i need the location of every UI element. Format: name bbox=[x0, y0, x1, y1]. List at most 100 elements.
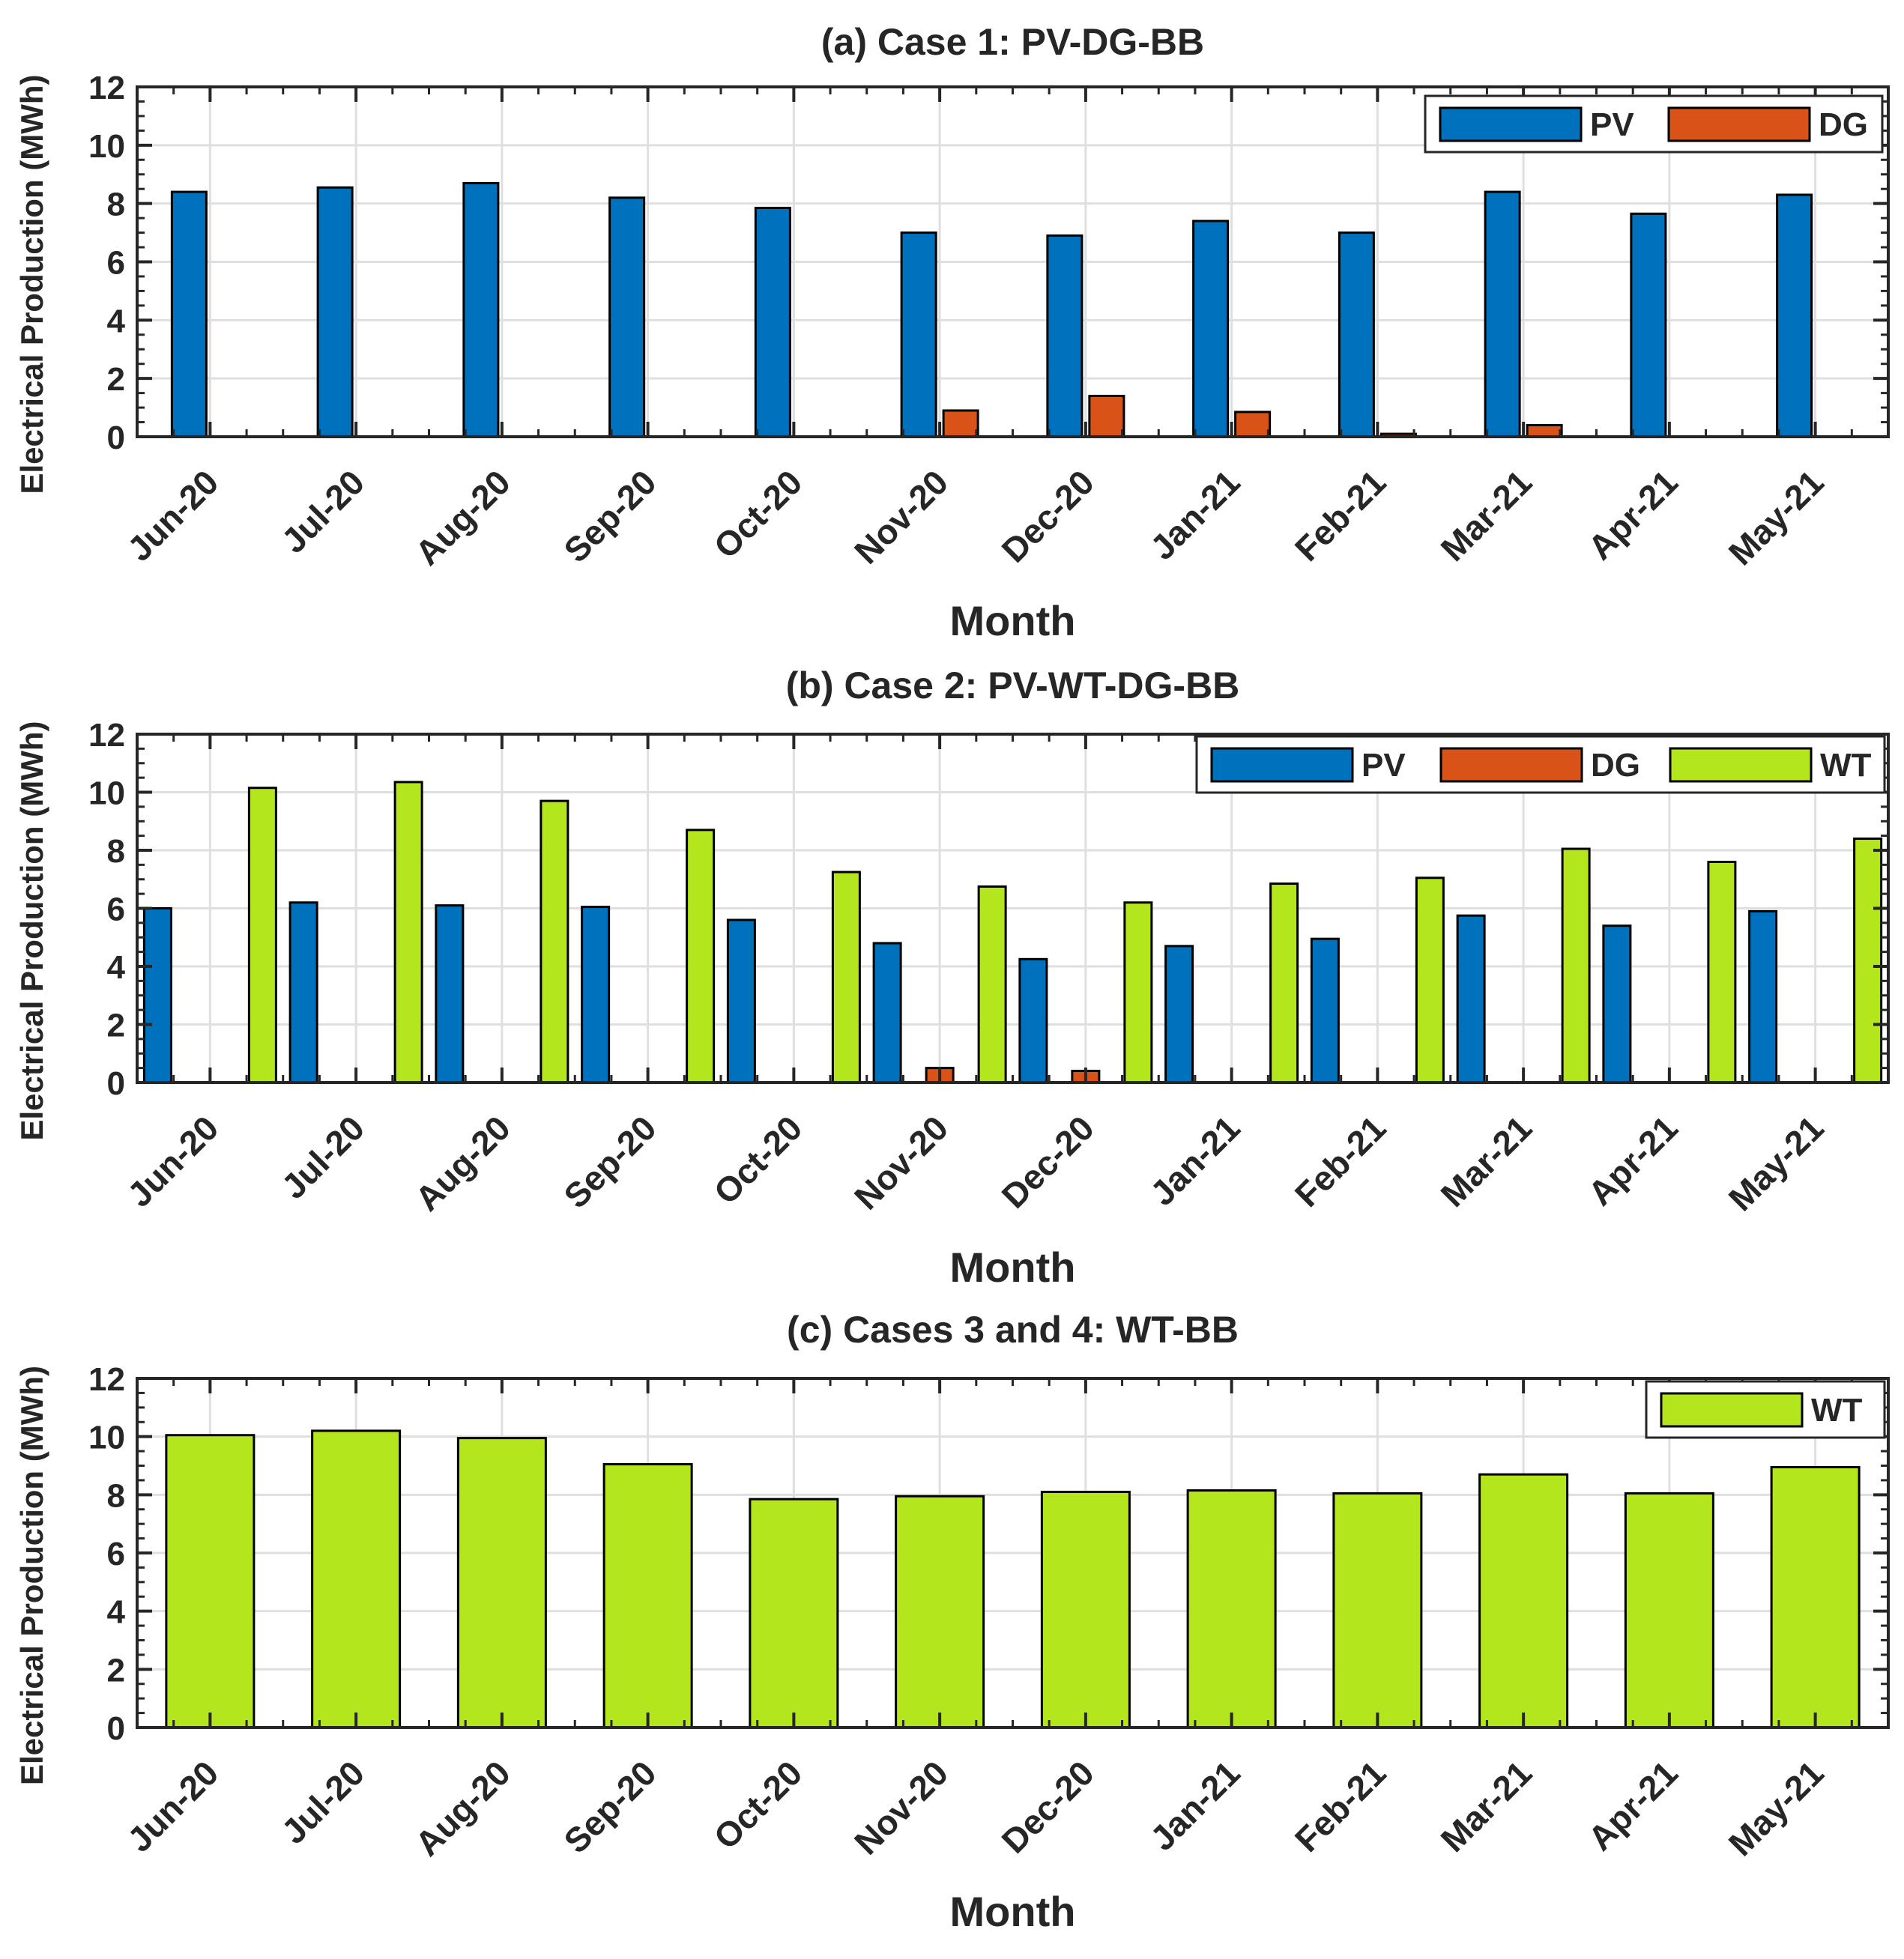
chart-title: (c) Cases 3 and 4: WT-BB bbox=[787, 1309, 1239, 1351]
bar-pv-aug-20 bbox=[462, 181, 500, 438]
bar-pv-mar-21 bbox=[1456, 914, 1486, 1084]
x-tick-label: Apr-21 bbox=[1580, 1108, 1685, 1213]
x-tick-label: Apr-21 bbox=[1580, 462, 1685, 567]
x-tick-label: Jan-21 bbox=[1143, 1108, 1248, 1213]
bar-wt-may-21 bbox=[1853, 838, 1883, 1084]
x-tick-label: Sep-20 bbox=[556, 1753, 663, 1860]
x-tick-label: Aug-20 bbox=[408, 462, 518, 572]
bar-wt-feb-21 bbox=[1332, 1492, 1423, 1729]
bar-wt-dec-20 bbox=[1123, 901, 1153, 1084]
bar-wt-aug-20 bbox=[456, 1437, 547, 1729]
x-tick-label: Jan-21 bbox=[1143, 1753, 1248, 1858]
x-axis-label: Month bbox=[950, 1244, 1076, 1291]
y-tick-label: 2 bbox=[107, 1652, 125, 1689]
bar-wt-oct-20 bbox=[749, 1498, 839, 1729]
x-tick-label: Oct-20 bbox=[706, 1753, 809, 1856]
y-tick-label: 2 bbox=[107, 361, 125, 398]
bar-wt-mar-21 bbox=[1478, 1473, 1569, 1729]
chart-title: (a) Case 1: PV-DG-BB bbox=[821, 21, 1204, 63]
bar-wt-jan-21 bbox=[1186, 1489, 1277, 1729]
y-tick-label: 0 bbox=[107, 1065, 125, 1102]
y-axis-label: Electrical Production (MWh) bbox=[14, 721, 49, 1140]
legend-swatch-dg bbox=[1439, 747, 1583, 783]
bar-pv-apr-21 bbox=[1602, 924, 1632, 1084]
bar-pv-oct-20 bbox=[726, 918, 756, 1084]
bar-wt-dec-20 bbox=[1040, 1490, 1131, 1729]
y-tick-label: 8 bbox=[107, 1477, 125, 1514]
y-tick-label: 6 bbox=[107, 1536, 125, 1572]
x-tick-label: Jul-20 bbox=[273, 1108, 372, 1206]
bar-wt-aug-20 bbox=[540, 799, 569, 1084]
bar-dg-jan-21 bbox=[1234, 411, 1272, 438]
x-tick-label: Aug-20 bbox=[408, 1108, 518, 1218]
x-tick-label: Feb-21 bbox=[1287, 462, 1394, 569]
bar-pv-jan-21 bbox=[1164, 945, 1194, 1084]
legend: PV DG bbox=[1424, 94, 1884, 154]
x-tick-label: Nov-20 bbox=[847, 1108, 955, 1217]
bar-pv-may-21 bbox=[1748, 909, 1778, 1084]
bar-wt-jun-20 bbox=[247, 787, 277, 1084]
x-tick-label: Jul-20 bbox=[273, 1753, 372, 1851]
x-tick-label: May-21 bbox=[1721, 1108, 1831, 1218]
bar-wt-jul-20 bbox=[393, 781, 423, 1084]
bar-pv-apr-21 bbox=[1630, 212, 1667, 438]
bar-wt-sep-20 bbox=[686, 829, 716, 1084]
bar-pv-may-21 bbox=[1776, 193, 1813, 438]
bar-wt-apr-21 bbox=[1707, 861, 1737, 1084]
y-tick-label: 10 bbox=[88, 128, 125, 165]
bar-pv-sep-20 bbox=[581, 906, 611, 1084]
bar-wt-oct-20 bbox=[831, 871, 861, 1084]
x-tick-label: Dec-20 bbox=[994, 1108, 1101, 1215]
bar-pv-jun-20 bbox=[170, 190, 208, 438]
y-tick-label: 4 bbox=[107, 949, 126, 986]
x-tick-label: Dec-20 bbox=[994, 462, 1101, 569]
legend: WT bbox=[1645, 1380, 1886, 1439]
y-tick-label: 12 bbox=[88, 70, 125, 106]
legend-label-pv: PV bbox=[1361, 747, 1406, 784]
bar-wt-apr-21 bbox=[1624, 1492, 1714, 1729]
legend-label-wt: WT bbox=[1820, 747, 1872, 784]
legend-label-pv: PV bbox=[1590, 106, 1634, 143]
y-tick-label: 8 bbox=[107, 187, 125, 223]
x-tick-label: Nov-20 bbox=[847, 462, 955, 571]
x-axis-label: Month bbox=[950, 597, 1076, 644]
legend-swatch-dg bbox=[1667, 106, 1811, 142]
bar-wt-jul-20 bbox=[311, 1429, 402, 1729]
bar-pv-dec-20 bbox=[1046, 234, 1084, 438]
bar-pv-feb-21 bbox=[1310, 937, 1340, 1084]
chart-panel-c: 0 2 4 6 8 10 12 Jun-20 Jul-20 Aug-20 Sep-20 Oct-20 N… bbox=[14, 1309, 1890, 1935]
bar-pv-jun-20 bbox=[142, 907, 172, 1084]
bar-pv-nov-20 bbox=[872, 942, 902, 1084]
y-tick-label: 12 bbox=[88, 717, 125, 754]
y-tick-label: 4 bbox=[107, 1594, 126, 1631]
x-tick-label: Mar-21 bbox=[1433, 462, 1540, 569]
bar-pv-dec-20 bbox=[1018, 957, 1048, 1084]
chart-panel-b: 0 2 4 6 8 10 12 Jun-20 Jul-20 Aug-20 Sep-20 Oct-20 N… bbox=[14, 664, 1890, 1291]
x-tick-label: Sep-20 bbox=[556, 462, 663, 569]
x-tick-label: Jan-21 bbox=[1143, 462, 1248, 567]
y-tick-label: 6 bbox=[107, 891, 125, 928]
bar-wt-mar-21 bbox=[1561, 847, 1591, 1084]
y-axis-label: Electrical Production (MWh) bbox=[14, 74, 49, 494]
x-tick-label: Apr-21 bbox=[1580, 1753, 1685, 1858]
x-tick-label: May-21 bbox=[1721, 1753, 1831, 1863]
x-tick-label: Jun-20 bbox=[120, 1108, 226, 1214]
legend-label-dg: DG bbox=[1819, 106, 1868, 143]
bar-pv-jul-20 bbox=[288, 901, 318, 1084]
bar-pv-jul-20 bbox=[316, 186, 354, 438]
y-tick-label: 12 bbox=[88, 1361, 125, 1398]
bar-dg-nov-20 bbox=[942, 409, 979, 438]
x-tick-label: Mar-21 bbox=[1433, 1753, 1540, 1859]
bar-wt-nov-20 bbox=[977, 885, 1007, 1084]
x-axis-label: Month bbox=[950, 1888, 1076, 1935]
y-tick-label: 2 bbox=[107, 1008, 125, 1044]
bar-wt-sep-20 bbox=[602, 1463, 693, 1729]
bar-pv-jan-21 bbox=[1192, 219, 1230, 438]
x-tick-label: Nov-20 bbox=[847, 1753, 955, 1862]
bar-pv-sep-20 bbox=[608, 196, 646, 438]
x-tick-label: Jul-20 bbox=[273, 462, 372, 560]
bar-wt-jan-21 bbox=[1269, 882, 1299, 1084]
y-tick-label: 10 bbox=[88, 775, 125, 812]
bar-pv-feb-21 bbox=[1338, 231, 1375, 438]
